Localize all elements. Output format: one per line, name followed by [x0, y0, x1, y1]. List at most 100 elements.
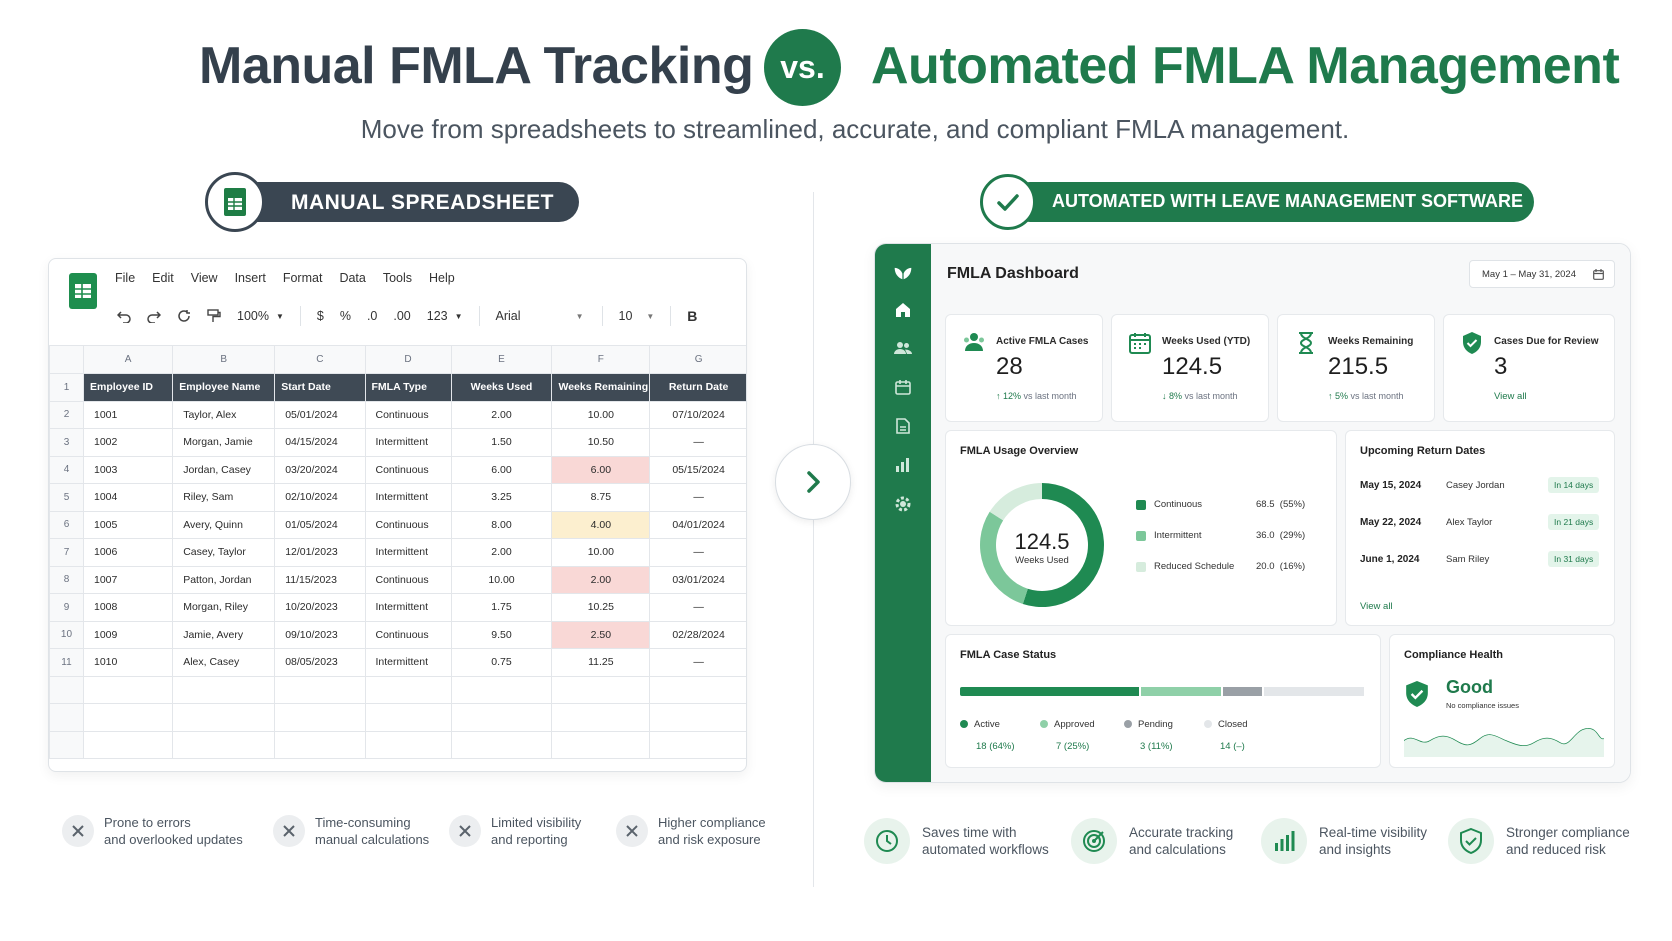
table-cell[interactable]: Alex, Casey	[172, 648, 276, 677]
menu-item[interactable]: File	[115, 271, 136, 285]
table-cell[interactable]: Continuous	[364, 620, 452, 649]
print-icon[interactable]	[177, 309, 191, 323]
decrease-decimal-button[interactable]: .0	[366, 309, 378, 323]
menu-item[interactable]: View	[190, 271, 218, 285]
column-letter[interactable]: G	[649, 345, 746, 374]
table-cell[interactable]: Morgan, Jamie	[172, 428, 276, 457]
table-cell[interactable]: 0.75	[450, 648, 553, 677]
table-cell[interactable]: Riley, Sam	[172, 483, 276, 512]
view-all-link[interactable]: View all	[1494, 391, 1527, 402]
menu-item[interactable]: Edit	[152, 271, 174, 285]
calendar-icon[interactable]	[893, 377, 913, 397]
table-cell[interactable]	[172, 675, 276, 704]
table-cell[interactable]	[82, 703, 174, 732]
table-cell[interactable]: 1006	[82, 538, 174, 567]
bold-button[interactable]: B	[687, 308, 698, 324]
table-cell[interactable]: —	[649, 483, 746, 512]
table-cell[interactable]: —	[649, 648, 746, 677]
table-cell[interactable]: 10.50	[551, 428, 651, 457]
table-cell[interactable]: 12/01/2023	[274, 538, 366, 567]
column-letter[interactable]: E	[450, 345, 553, 374]
table-cell[interactable]: —	[649, 538, 746, 567]
table-cell[interactable]: 4.00	[551, 510, 651, 539]
table-cell[interactable]: 3.25	[450, 483, 553, 512]
column-letter[interactable]: F	[551, 345, 651, 374]
donut-slice[interactable]	[1022, 483, 1104, 607]
table-cell[interactable]: 1002	[82, 428, 174, 457]
zoom-select[interactable]: 100% ▼	[237, 309, 284, 323]
menu-item[interactable]: Insert	[234, 271, 266, 285]
table-cell[interactable]	[364, 675, 452, 704]
table-cell[interactable]: Intermittent	[364, 428, 452, 457]
date-range-picker[interactable]: May 1 – May 31, 2024	[1469, 260, 1615, 288]
table-cell[interactable]: Casey, Taylor	[172, 538, 276, 567]
table-cell[interactable]: Continuous	[364, 565, 452, 594]
donut-slice[interactable]	[980, 511, 1028, 604]
table-cell[interactable]	[274, 703, 366, 732]
increase-decimal-button[interactable]: .00	[393, 309, 411, 323]
table-cell[interactable]: 01/05/2024	[274, 510, 366, 539]
row-number[interactable]	[49, 703, 84, 732]
table-cell[interactable]: 1001	[82, 400, 174, 429]
table-cell[interactable]	[551, 730, 651, 759]
table-cell[interactable]	[274, 730, 366, 759]
table-cell[interactable]: Continuous	[364, 510, 452, 539]
table-cell[interactable]	[649, 703, 746, 732]
table-cell[interactable]: 1.75	[450, 593, 553, 622]
table-cell[interactable]: Jordan, Casey	[172, 455, 276, 484]
table-cell[interactable]: 1005	[82, 510, 174, 539]
row-number[interactable]	[49, 730, 84, 759]
table-cell[interactable]: 02/10/2024	[274, 483, 366, 512]
percent-button[interactable]: %	[339, 309, 351, 323]
table-cell[interactable]: Jamie, Avery	[172, 620, 276, 649]
header-cell[interactable]: Weeks Used	[450, 373, 553, 402]
menu-item[interactable]: Help	[429, 271, 455, 285]
table-cell[interactable]	[450, 675, 553, 704]
table-cell[interactable]: 1009	[82, 620, 174, 649]
table-cell[interactable]: 1008	[82, 593, 174, 622]
table-cell[interactable]: —	[649, 593, 746, 622]
status-bar-segment[interactable]	[1141, 687, 1221, 696]
table-cell[interactable]: 2.50	[551, 620, 651, 649]
table-cell[interactable]: Taylor, Alex	[172, 400, 276, 429]
table-cell[interactable]: Avery, Quinn	[172, 510, 276, 539]
menu-item[interactable]: Format	[282, 271, 323, 285]
menu-item[interactable]: Tools	[382, 271, 413, 285]
header-cell[interactable]: Return Date	[649, 373, 746, 402]
header-cell[interactable]: Weeks Remaining	[551, 373, 651, 402]
table-cell[interactable]: Morgan, Riley	[172, 593, 276, 622]
view-all-link[interactable]: View all	[1360, 601, 1393, 612]
table-cell[interactable]	[82, 730, 174, 759]
row-number[interactable]: 10	[49, 620, 84, 649]
return-date-item[interactable]: May 22, 2024 Alex Taylor In 21 days	[1360, 510, 1600, 534]
font-size-select[interactable]: 10 ▼	[618, 309, 655, 323]
table-cell[interactable]: 1007	[82, 565, 174, 594]
document-icon[interactable]	[893, 416, 913, 436]
table-cell[interactable]	[450, 730, 553, 759]
table-cell[interactable]: 02/28/2024	[649, 620, 746, 649]
undo-icon[interactable]	[117, 309, 131, 323]
table-cell[interactable]: 11/15/2023	[274, 565, 366, 594]
row-number[interactable]: 11	[49, 648, 84, 677]
row-number[interactable]: 1	[49, 373, 84, 402]
row-number[interactable]: 9	[49, 593, 84, 622]
number-format-select[interactable]: 123 ▼	[426, 309, 463, 323]
table-cell[interactable]: 1010	[82, 648, 174, 677]
table-cell[interactable]	[172, 730, 276, 759]
table-cell[interactable]: Intermittent	[364, 648, 452, 677]
table-cell[interactable]: —	[649, 428, 746, 457]
table-cell[interactable]: 03/20/2024	[274, 455, 366, 484]
table-cell[interactable]: Intermittent	[364, 538, 452, 567]
reports-icon[interactable]	[893, 455, 913, 475]
font-select[interactable]: Arial ▼	[495, 309, 584, 323]
header-cell[interactable]: FMLA Type	[364, 373, 452, 402]
status-bar-segment[interactable]	[960, 687, 1140, 696]
table-cell[interactable]: 09/10/2023	[274, 620, 366, 649]
return-date-item[interactable]: June 1, 2024 Sam Riley In 31 days	[1360, 547, 1600, 571]
row-number[interactable]: 3	[49, 428, 84, 457]
row-number[interactable]: 2	[49, 400, 84, 429]
column-letter[interactable]: D	[364, 345, 452, 374]
table-cell[interactable]: 10.00	[551, 538, 651, 567]
table-cell[interactable]: 8.75	[551, 483, 651, 512]
table-cell[interactable]: Intermittent	[364, 593, 452, 622]
